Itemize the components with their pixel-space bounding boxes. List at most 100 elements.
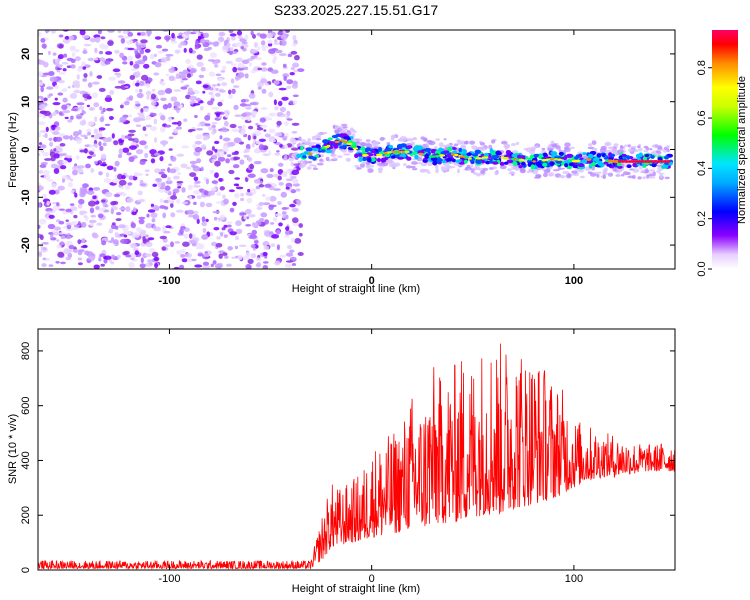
signal-halo xyxy=(491,139,496,144)
noise-speckle xyxy=(186,73,192,78)
noise-speckle xyxy=(85,215,89,222)
noise-speckle xyxy=(291,207,299,212)
noise-speckle xyxy=(199,38,206,44)
signal-halo xyxy=(434,146,438,150)
signal-core xyxy=(512,161,518,166)
noise-speckle xyxy=(196,97,201,102)
noise-speckle xyxy=(271,139,276,143)
noise-speckle xyxy=(218,250,226,254)
signal-core xyxy=(443,150,450,154)
signal-strong-peak xyxy=(614,160,619,163)
noise-speckle xyxy=(144,48,151,53)
signal-halo xyxy=(624,144,629,147)
signal-halo xyxy=(475,172,481,177)
noise-speckle xyxy=(285,260,294,263)
noise-speckle xyxy=(93,102,100,108)
noise-speckle xyxy=(47,50,51,56)
noise-speckle xyxy=(241,112,248,118)
noise-speckle xyxy=(145,241,153,248)
noise-speckle xyxy=(281,171,288,177)
noise-speckle xyxy=(239,103,247,107)
snr-x-ticks: -100 0 100 xyxy=(158,329,583,585)
noise-speckle xyxy=(161,173,168,179)
noise-speckle xyxy=(81,237,85,243)
noise-speckle xyxy=(270,222,275,225)
noise-speckle xyxy=(56,202,60,207)
noise-speckle xyxy=(196,61,204,67)
noise-speckle xyxy=(159,156,164,162)
noise-speckle xyxy=(237,62,245,68)
signal-core xyxy=(380,157,387,163)
signal-halo xyxy=(403,163,407,167)
noise-speckle xyxy=(135,124,142,127)
noise-speckle xyxy=(163,199,170,204)
noise-speckle xyxy=(285,230,290,236)
spectrogram-y-tick-label: -20 xyxy=(20,237,32,253)
noise-speckle xyxy=(208,71,216,77)
noise-speckle xyxy=(41,193,48,199)
noise-speckle xyxy=(203,47,210,52)
signal-halo xyxy=(658,172,664,175)
signal-halo xyxy=(627,148,635,152)
signal-halo xyxy=(637,145,641,148)
noise-speckle xyxy=(233,104,239,110)
noise-speckle xyxy=(80,134,88,138)
signal-core xyxy=(455,159,461,163)
noise-speckle xyxy=(228,30,234,34)
signal-halo xyxy=(515,141,520,145)
noise-speckle xyxy=(140,257,144,264)
signal-halo xyxy=(531,148,535,152)
signal-core xyxy=(446,146,453,152)
noise-speckle xyxy=(128,145,137,150)
noise-speckle xyxy=(290,189,297,194)
noise-speckle xyxy=(77,165,85,169)
signal-halo xyxy=(405,165,412,169)
signal-core xyxy=(621,153,627,157)
noise-speckle xyxy=(247,173,256,178)
noise-speckle xyxy=(49,76,58,82)
signal-peak xyxy=(585,158,592,161)
noise-speckle xyxy=(40,86,44,93)
noise-speckle xyxy=(229,231,237,236)
noise-speckle xyxy=(89,207,95,214)
noise-speckle xyxy=(122,147,130,153)
noise-speckle xyxy=(149,53,155,60)
noise-speckle xyxy=(244,148,250,153)
noise-speckle xyxy=(243,214,247,220)
signal-core xyxy=(300,145,304,151)
signal-strong-peak xyxy=(656,160,661,163)
signal-halo xyxy=(652,171,656,177)
noise-speckle xyxy=(292,178,298,185)
noise-speckle xyxy=(194,40,199,46)
noise-speckle xyxy=(155,178,162,182)
noise-speckle xyxy=(113,140,119,146)
noise-speckle xyxy=(135,71,141,77)
noise-speckle xyxy=(105,172,110,178)
noise-speckle xyxy=(71,51,76,58)
noise-speckle xyxy=(273,42,281,45)
noise-speckle xyxy=(229,123,237,129)
noise-speckle xyxy=(231,256,236,259)
signal-halo xyxy=(435,138,440,141)
noise-speckle xyxy=(43,110,51,117)
noise-speckle xyxy=(65,219,69,222)
noise-speckle xyxy=(77,257,83,261)
noise-speckle xyxy=(159,186,165,190)
noise-speckle xyxy=(70,64,76,69)
signal-core xyxy=(542,152,548,157)
signal-halo xyxy=(298,163,305,169)
noise-speckle xyxy=(135,149,144,155)
snr-y-tick-label: 800 xyxy=(20,342,32,360)
noise-speckle xyxy=(51,183,57,189)
signal-core xyxy=(322,139,329,144)
noise-speckle xyxy=(234,245,239,250)
noise-speckle xyxy=(229,47,234,52)
noise-speckle xyxy=(208,190,215,196)
noise-speckle xyxy=(58,208,66,211)
noise-speckle xyxy=(114,85,123,89)
noise-speckle xyxy=(82,66,87,70)
noise-speckle xyxy=(255,257,262,262)
signal-halo xyxy=(632,175,636,179)
noise-speckle xyxy=(270,69,279,74)
noise-speckle xyxy=(88,144,94,148)
